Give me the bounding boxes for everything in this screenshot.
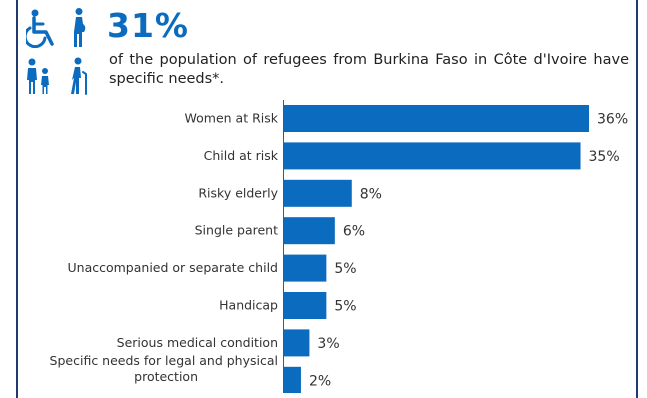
category-label-0: Women at Risk xyxy=(185,111,279,126)
category-label-2: Risky elderly xyxy=(198,185,278,200)
value-label-0: 36% xyxy=(597,112,628,128)
category-label-4: Unaccompanied or separate child xyxy=(68,260,279,275)
bar-1 xyxy=(284,142,581,170)
bar-2 xyxy=(284,179,352,207)
category-label-1: Child at risk xyxy=(204,148,279,163)
pregnant-woman-icon xyxy=(74,8,86,47)
card-frame xyxy=(16,0,638,398)
category-label-line-0: Specific needs for legal and physical xyxy=(50,353,278,368)
category-label-line-1: protection xyxy=(134,369,198,384)
value-label-2: 8% xyxy=(360,186,382,202)
stat-value: 31% xyxy=(107,6,189,45)
value-label-5: 5% xyxy=(334,299,356,315)
value-label-4: 5% xyxy=(334,261,356,277)
category-label-6: Serious medical condition xyxy=(117,335,278,350)
bar-6 xyxy=(284,329,310,357)
category-label-3: Single parent xyxy=(195,223,278,238)
bar-5 xyxy=(284,292,327,319)
elderly-person-icon xyxy=(71,57,87,95)
value-label-6: 3% xyxy=(317,336,339,352)
value-label-7: 2% xyxy=(309,373,331,389)
category-label-7: Specific needs for legal and physical pro… xyxy=(50,353,278,384)
parent-child-icon xyxy=(27,58,49,94)
bar-4 xyxy=(284,254,327,282)
bar-3 xyxy=(284,217,335,245)
value-label-3: 6% xyxy=(343,224,365,240)
category-label-5: Handicap xyxy=(219,298,278,313)
value-label-1: 35% xyxy=(589,149,620,165)
bar-7 xyxy=(284,366,301,393)
wheelchair-icon xyxy=(26,9,54,48)
bar-0 xyxy=(284,105,589,132)
stat-description: of the population of refugees from Burki… xyxy=(109,52,629,87)
